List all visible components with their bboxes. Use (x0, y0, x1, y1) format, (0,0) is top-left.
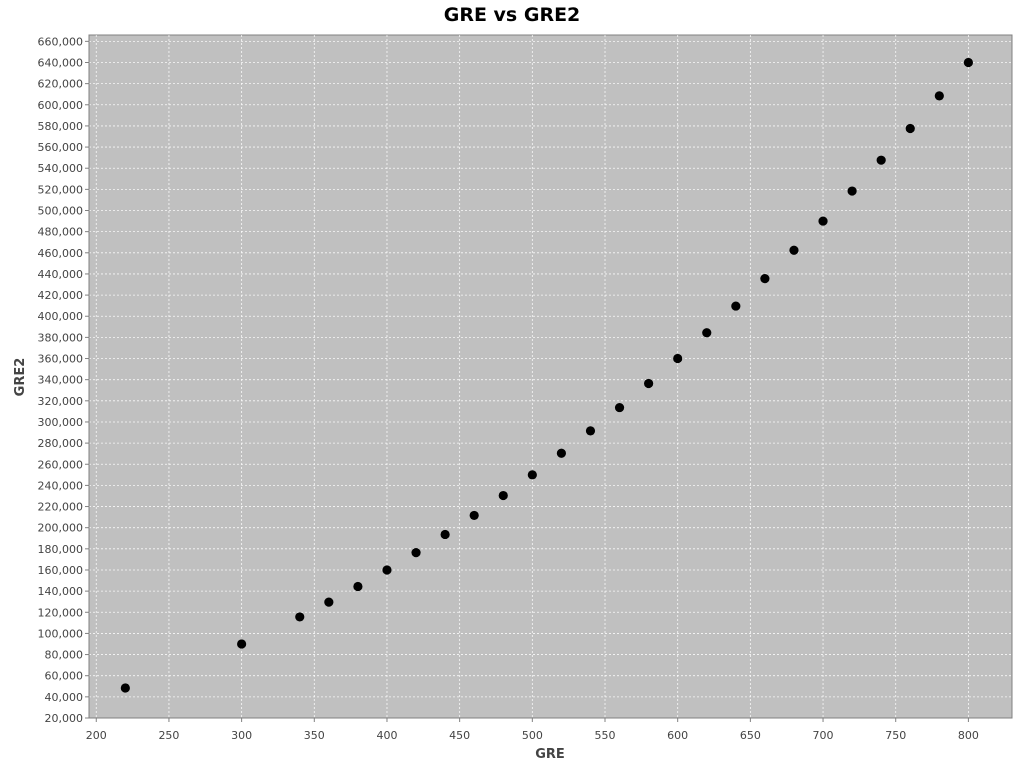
y-tick-label: 80,000 (45, 649, 84, 662)
data-point (876, 155, 886, 165)
x-tick-label: 650 (740, 729, 761, 742)
data-point (411, 548, 421, 558)
data-point (818, 216, 828, 226)
y-tick-label: 580,000 (38, 120, 84, 133)
data-point (120, 683, 130, 693)
plot-area (88, 34, 1013, 719)
tick-labels: 200 250 300 350 400 450 500 550 600 650 700 750 800 2… (38, 35, 979, 742)
y-tick-label: 420,000 (38, 289, 84, 302)
data-point (498, 490, 508, 501)
y-tick-label: 440,000 (38, 268, 84, 281)
data-point (847, 186, 857, 196)
y-tick-label: 200,000 (38, 522, 84, 535)
chart-title: GRE vs GRE2 (444, 4, 581, 26)
data-point (731, 301, 741, 311)
data-point (673, 353, 683, 364)
y-tick-label: 600,000 (38, 99, 84, 112)
x-tick-label: 550 (595, 729, 616, 742)
data-point (469, 510, 479, 521)
y-tick-label: 40,000 (45, 691, 84, 704)
y-tick-label: 500,000 (38, 205, 84, 218)
x-tick-label: 250 (158, 729, 179, 742)
y-tick-label: 160,000 (38, 564, 84, 577)
y-tick-label: 60,000 (45, 670, 84, 683)
data-point (760, 273, 770, 284)
y-tick-label: 220,000 (38, 501, 84, 514)
x-tick-label: 300 (231, 729, 252, 742)
data-point (905, 123, 915, 134)
y-tick-label: 280,000 (38, 437, 84, 450)
y-tick-label: 140,000 (38, 585, 84, 598)
data-point (556, 448, 567, 458)
data-point (644, 378, 654, 389)
y-tick-label: 300,000 (38, 416, 84, 429)
data-point (237, 639, 247, 649)
y-tick-label: 340,000 (38, 374, 84, 387)
data-point (963, 57, 973, 68)
data-point (614, 402, 625, 413)
data-point (585, 426, 596, 436)
axes (85, 35, 1012, 722)
data-point (702, 328, 712, 338)
data-point (324, 597, 334, 607)
x-tick-label: 400 (376, 729, 397, 742)
x-tick-label: 500 (522, 729, 543, 742)
data-point (353, 581, 363, 592)
x-tick-label: 600 (667, 729, 688, 742)
x-tick-label: 800 (958, 729, 979, 742)
y-tick-label: 560,000 (38, 141, 84, 154)
x-tick-label: 750 (885, 729, 906, 742)
y-tick-label: 20,000 (45, 712, 84, 725)
y-tick-label: 260,000 (38, 458, 84, 471)
data-point (440, 529, 450, 540)
data-point (295, 612, 305, 622)
y-tick-label: 620,000 (38, 78, 84, 91)
y-tick-label: 120,000 (38, 606, 84, 619)
y-tick-label: 660,000 (38, 35, 84, 48)
y-axis-label: GRE2 (13, 358, 28, 397)
y-tick-label: 400,000 (38, 310, 84, 323)
y-tick-label: 520,000 (38, 183, 84, 196)
x-tick-label: 200 (86, 729, 107, 742)
y-tick-label: 320,000 (38, 395, 84, 408)
y-tick-label: 380,000 (38, 331, 84, 344)
y-tick-label: 460,000 (38, 247, 84, 260)
y-tick-label: 100,000 (38, 627, 84, 640)
x-tick-label: 450 (449, 729, 470, 742)
x-axis-label: GRE (535, 747, 565, 762)
x-tick-label: 350 (304, 729, 325, 742)
data-point (789, 245, 799, 255)
y-tick-label: 640,000 (38, 56, 84, 69)
y-tick-label: 180,000 (38, 543, 84, 556)
data-point (527, 470, 537, 480)
y-tick-label: 480,000 (38, 226, 84, 239)
data-point (934, 91, 944, 101)
y-tick-label: 240,000 (38, 479, 84, 492)
data-point (382, 565, 392, 575)
y-tick-label: 360,000 (38, 353, 84, 366)
x-tick-label: 700 (813, 729, 834, 742)
data-points (120, 57, 973, 693)
y-tick-label: 540,000 (38, 162, 84, 175)
